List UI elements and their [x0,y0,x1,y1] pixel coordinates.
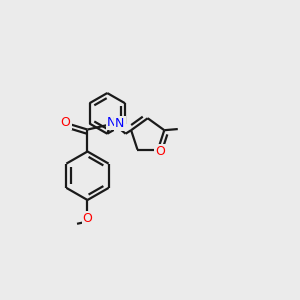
Text: N: N [115,117,124,130]
Text: O: O [61,116,70,129]
Text: O: O [82,212,92,226]
Text: O: O [155,146,165,158]
Text: N: N [106,116,116,129]
